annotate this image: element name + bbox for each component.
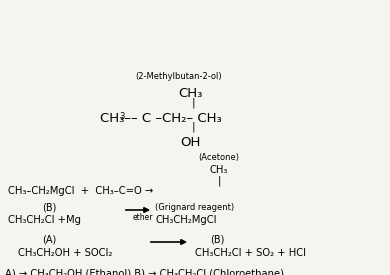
- Text: OH: OH: [180, 136, 200, 149]
- Text: (B): (B): [210, 235, 224, 245]
- Text: 3: 3: [119, 112, 124, 121]
- Text: CH₃–CH₂MgCl  +  CH₃–C=O →: CH₃–CH₂MgCl + CH₃–C=O →: [8, 186, 153, 196]
- Text: CH₃CH₂OH + SOCl₂: CH₃CH₂OH + SOCl₂: [18, 248, 112, 258]
- Text: CH₃CH₂Cl +Mg: CH₃CH₂Cl +Mg: [8, 215, 81, 225]
- Text: (Acetone): (Acetone): [198, 153, 239, 162]
- Text: ether: ether: [133, 213, 154, 222]
- Text: CH₃: CH₃: [178, 87, 202, 100]
- Text: |: |: [218, 175, 222, 186]
- Text: CH₃–– C –CH₂– CH₃: CH₃–– C –CH₂– CH₃: [100, 112, 222, 125]
- Text: |: |: [192, 98, 196, 109]
- Text: CH₃: CH₃: [210, 165, 229, 175]
- Text: CH₃CH₂Cl + SO₂ + HCl: CH₃CH₂Cl + SO₂ + HCl: [195, 248, 306, 258]
- Text: A) → CH₃CH₂OH (Ethanol) B) → CH₃CH₂Cl (Chloroethane): A) → CH₃CH₂OH (Ethanol) B) → CH₃CH₂Cl (C…: [5, 268, 284, 275]
- Text: (B): (B): [42, 203, 57, 213]
- Text: (A): (A): [42, 235, 56, 245]
- Text: (2-Methylbutan-2-ol): (2-Methylbutan-2-ol): [135, 72, 222, 81]
- Text: (Grignard reagent): (Grignard reagent): [155, 203, 234, 212]
- Text: |: |: [192, 122, 196, 133]
- Text: CH₃CH₂MgCl: CH₃CH₂MgCl: [155, 215, 216, 225]
